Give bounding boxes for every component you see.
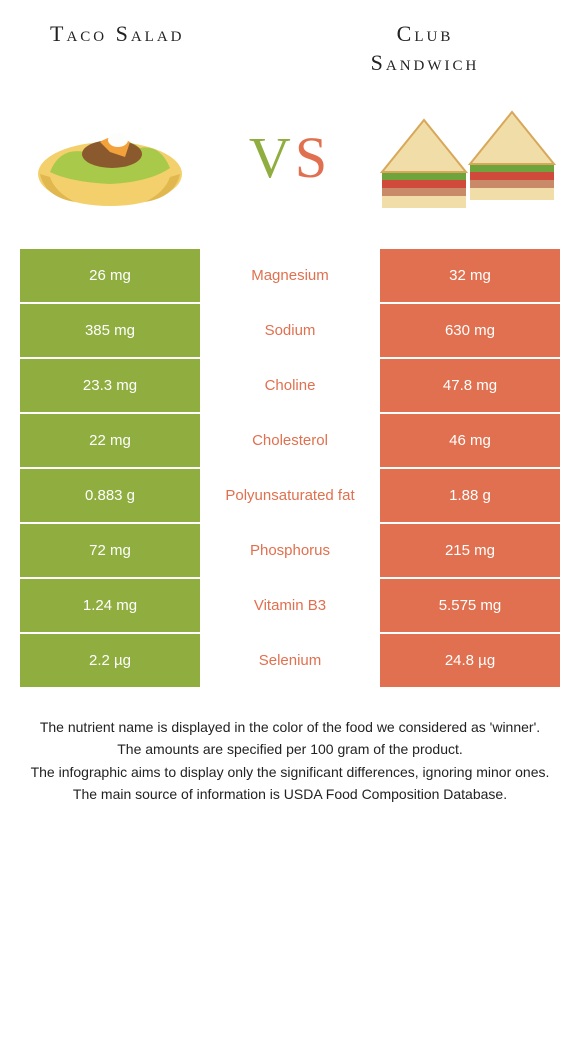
table-row: 2.2 µgSelenium24.8 µg: [20, 632, 560, 687]
vs-label: VS: [249, 124, 331, 191]
table-row: 1.24 mgVitamin B35.575 mg: [20, 577, 560, 632]
taco-salad-icon: [30, 102, 190, 212]
table-row: 23.3 mgCholine47.8 mg: [20, 357, 560, 412]
nutrient-label: Choline: [200, 359, 380, 412]
right-food-title: ClubSandwich: [300, 20, 550, 77]
left-value: 72 mg: [20, 524, 200, 577]
table-row: 72 mgPhosphorus215 mg: [20, 522, 560, 577]
nutrient-label: Sodium: [200, 304, 380, 357]
table-row: 385 mgSodium630 mg: [20, 302, 560, 357]
left-value: 385 mg: [20, 304, 200, 357]
right-food-image: [380, 97, 560, 217]
left-value: 1.24 mg: [20, 579, 200, 632]
left-value: 2.2 µg: [20, 634, 200, 687]
left-value: 22 mg: [20, 414, 200, 467]
left-food-title: Taco Salad: [30, 20, 300, 49]
vs-s: S: [295, 125, 331, 190]
nutrient-label: Cholesterol: [200, 414, 380, 467]
images-row: VS: [20, 87, 560, 247]
nutrition-table: 26 mgMagnesium32 mg385 mgSodium630 mg23.…: [20, 247, 560, 687]
table-row: 0.883 gPolyunsaturated fat1.88 g: [20, 467, 560, 522]
right-value: 24.8 µg: [380, 634, 560, 687]
footnote-line: The nutrient name is displayed in the co…: [30, 717, 550, 737]
left-food-image: [20, 97, 200, 217]
nutrient-label: Selenium: [200, 634, 380, 687]
right-value: 630 mg: [380, 304, 560, 357]
table-row: 26 mgMagnesium32 mg: [20, 247, 560, 302]
vs-v: V: [249, 125, 295, 190]
left-value: 26 mg: [20, 249, 200, 302]
left-value: 0.883 g: [20, 469, 200, 522]
right-value: 215 mg: [380, 524, 560, 577]
footnote-line: The main source of information is USDA F…: [30, 784, 550, 804]
left-value: 23.3 mg: [20, 359, 200, 412]
table-row: 22 mgCholesterol46 mg: [20, 412, 560, 467]
footnotes: The nutrient name is displayed in the co…: [20, 717, 560, 806]
nutrient-label: Polyunsaturated fat: [200, 469, 380, 522]
right-value: 32 mg: [380, 249, 560, 302]
right-value: 46 mg: [380, 414, 560, 467]
nutrient-label: Magnesium: [200, 249, 380, 302]
footnote-line: The infographic aims to display only the…: [30, 762, 550, 782]
right-value: 47.8 mg: [380, 359, 560, 412]
footnote-line: The amounts are specified per 100 gram o…: [30, 739, 550, 759]
header: Taco Salad ClubSandwich: [20, 20, 560, 87]
right-value: 5.575 mg: [380, 579, 560, 632]
club-sandwich-icon: [380, 102, 560, 212]
nutrient-label: Phosphorus: [200, 524, 380, 577]
right-value: 1.88 g: [380, 469, 560, 522]
nutrient-label: Vitamin B3: [200, 579, 380, 632]
